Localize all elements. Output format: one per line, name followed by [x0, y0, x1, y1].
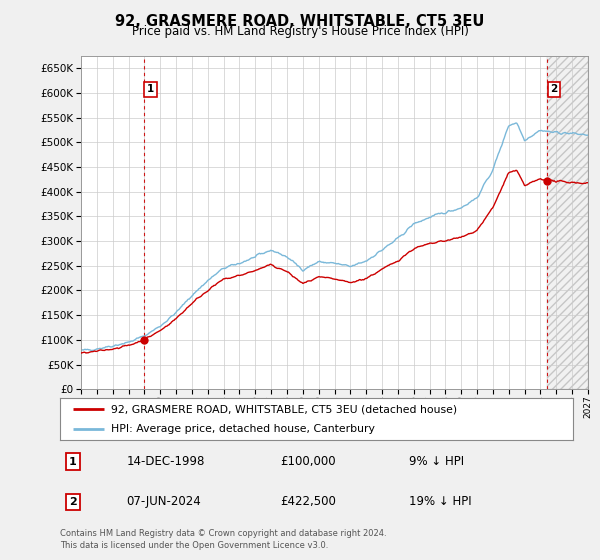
- Text: 1: 1: [69, 457, 77, 467]
- Text: 14-DEC-1998: 14-DEC-1998: [127, 455, 205, 468]
- Text: Contains HM Land Registry data © Crown copyright and database right 2024.
This d: Contains HM Land Registry data © Crown c…: [60, 529, 386, 550]
- Text: Price paid vs. HM Land Registry's House Price Index (HPI): Price paid vs. HM Land Registry's House …: [131, 25, 469, 38]
- Text: 92, GRASMERE ROAD, WHITSTABLE, CT5 3EU: 92, GRASMERE ROAD, WHITSTABLE, CT5 3EU: [115, 14, 485, 29]
- Text: 9% ↓ HPI: 9% ↓ HPI: [409, 455, 464, 468]
- Text: £100,000: £100,000: [281, 455, 336, 468]
- Bar: [547, 56, 588, 389]
- Text: £422,500: £422,500: [281, 496, 337, 508]
- Text: 92, GRASMERE ROAD, WHITSTABLE, CT5 3EU (detached house): 92, GRASMERE ROAD, WHITSTABLE, CT5 3EU (…: [112, 404, 457, 414]
- Text: HPI: Average price, detached house, Canterbury: HPI: Average price, detached house, Cant…: [112, 424, 375, 434]
- Text: 19% ↓ HPI: 19% ↓ HPI: [409, 496, 472, 508]
- Text: 2: 2: [551, 85, 558, 94]
- Text: 07-JUN-2024: 07-JUN-2024: [127, 496, 202, 508]
- Text: 2: 2: [69, 497, 77, 507]
- Text: 1: 1: [147, 85, 154, 94]
